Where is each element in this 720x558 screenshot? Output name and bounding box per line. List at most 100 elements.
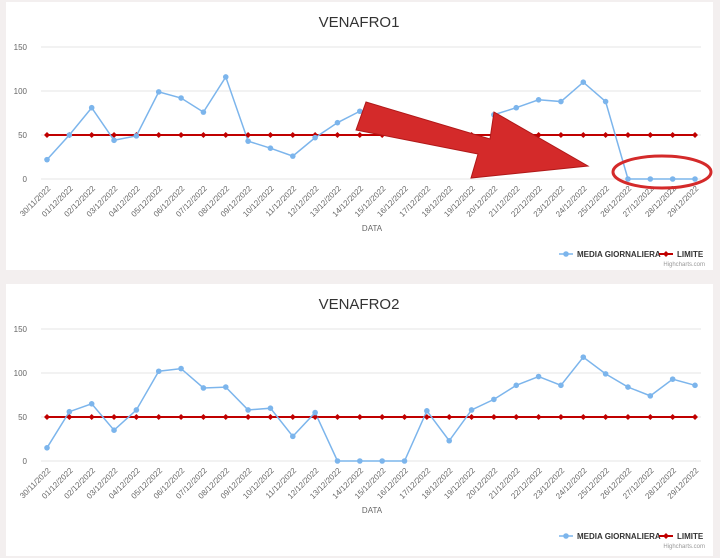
- data-point-media: [602, 371, 609, 377]
- chart-venafro1: VENAFRO105010015030/11/202201/12/202202/…: [14, 14, 713, 268]
- data-point-media: [88, 401, 95, 407]
- data-point-limite: [356, 414, 363, 420]
- data-point-limite: [245, 132, 252, 138]
- data-point-limite: [111, 132, 118, 138]
- credits-text: Highcharts.com: [663, 262, 705, 268]
- chart-panel-venafro1: VENAFRO1 0 50 100 150 30/11/2022 01/12/2022 02/…: [6, 2, 713, 270]
- credits-text: Highcharts.com: [663, 544, 705, 550]
- data-point-media: [446, 437, 453, 444]
- data-point-limite: [88, 414, 95, 420]
- data-point-media: [111, 137, 117, 144]
- chart-title: VENAFRO1: [319, 14, 400, 31]
- legend-marker-limite: [663, 533, 669, 539]
- data-point-media: [535, 373, 542, 380]
- data-point-media: [111, 427, 117, 433]
- data-point-media: [602, 98, 609, 105]
- data-point-limite: [557, 414, 564, 420]
- data-point-media: [289, 433, 296, 440]
- data-point-media: [44, 156, 50, 163]
- data-point-limite: [580, 132, 587, 138]
- data-point-limite: [423, 414, 430, 420]
- data-point-media: [513, 382, 520, 389]
- data-point-limite: [379, 414, 386, 420]
- y-tick-label: 150: [14, 325, 28, 334]
- data-point-media: [133, 133, 140, 139]
- data-point-limite: [580, 414, 587, 420]
- data-point-media: [513, 104, 520, 111]
- data-point-media: [334, 119, 341, 126]
- data-point-limite: [200, 414, 207, 420]
- x-axis-title: DATA: [362, 224, 383, 233]
- data-point-media: [334, 458, 341, 464]
- y-tick-label: 0: [23, 457, 28, 466]
- chart-panel-venafro2: VENAFRO2 0 50 100 150 30/11/2022 01/12/2022 02/…: [6, 284, 713, 556]
- data-point-limite: [155, 132, 162, 138]
- data-point-limite: [200, 132, 207, 138]
- data-point-limite: [66, 414, 73, 420]
- data-point-media: [379, 458, 385, 464]
- data-point-media: [558, 98, 564, 105]
- data-point-limite: [602, 414, 609, 420]
- data-point-limite: [624, 414, 631, 420]
- data-point-limite: [155, 414, 162, 420]
- x-axis-title: DATA: [362, 506, 383, 515]
- data-point-media: [580, 354, 587, 360]
- data-point-media: [558, 382, 564, 389]
- data-point-limite: [490, 414, 497, 420]
- data-point-media: [580, 79, 587, 85]
- legend-label-media: MEDIA GIORNALIERA: [577, 532, 661, 541]
- chart-venafro2: VENAFRO205010015030/11/202201/12/202202/…: [14, 296, 705, 550]
- legend-label-media: MEDIA GIORNALIERA: [577, 250, 661, 259]
- legend-marker-media: [563, 533, 569, 539]
- data-point-media: [491, 396, 497, 403]
- chart-title: VENAFRO2: [319, 296, 400, 313]
- highlight-arrow: [355, 101, 590, 179]
- series-line-media: [46, 356, 696, 462]
- data-point-limite: [602, 132, 609, 138]
- legend-label-limite: LIMITE: [677, 532, 704, 541]
- data-point-media: [692, 176, 698, 182]
- data-point-media: [178, 365, 184, 372]
- data-point-media: [424, 408, 430, 414]
- data-point-media: [357, 458, 363, 464]
- data-point-limite: [289, 414, 296, 420]
- legend-marker-limite: [663, 251, 669, 257]
- data-point-limite: [334, 132, 341, 138]
- legend-label-limite: LIMITE: [677, 250, 704, 259]
- data-point-media: [178, 95, 184, 101]
- data-point-limite: [44, 414, 50, 420]
- data-point-media: [66, 408, 73, 415]
- data-point-limite: [289, 132, 296, 138]
- data-point-media: [155, 89, 162, 95]
- data-point-media: [401, 458, 408, 464]
- data-point-limite: [245, 414, 252, 420]
- data-point-media: [245, 407, 251, 413]
- y-tick-label: 150: [14, 43, 28, 52]
- data-point-limite: [111, 414, 118, 420]
- y-tick-label: 50: [18, 131, 27, 140]
- data-point-limite: [557, 132, 564, 138]
- data-point-media: [222, 74, 229, 80]
- data-point-limite: [535, 414, 542, 420]
- data-point-limite: [401, 414, 408, 420]
- data-point-media: [200, 109, 207, 115]
- data-point-media: [200, 385, 207, 391]
- y-tick-label: 100: [14, 369, 28, 378]
- data-point-media: [133, 407, 140, 413]
- data-point-media: [647, 393, 654, 399]
- data-point-media: [88, 104, 95, 111]
- data-point-limite: [267, 414, 274, 420]
- legend-marker-media: [563, 251, 569, 257]
- data-point-limite: [647, 132, 654, 138]
- data-point-limite: [468, 414, 475, 420]
- data-point-media: [647, 176, 654, 182]
- data-point-limite: [446, 414, 453, 420]
- y-tick-label: 0: [23, 175, 28, 184]
- data-point-media: [692, 382, 698, 389]
- data-point-limite: [624, 132, 631, 138]
- data-point-limite: [222, 414, 229, 420]
- data-point-media: [357, 108, 363, 115]
- data-point-limite: [356, 132, 363, 138]
- highlight-circle: [611, 154, 713, 190]
- data-point-media: [535, 97, 542, 103]
